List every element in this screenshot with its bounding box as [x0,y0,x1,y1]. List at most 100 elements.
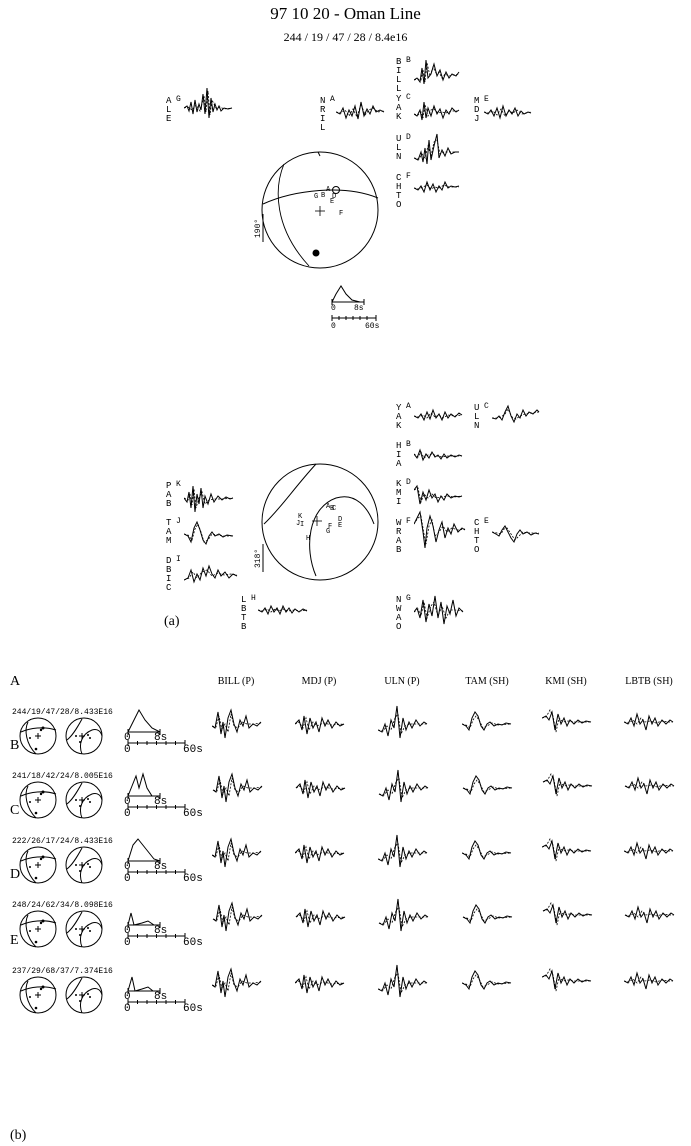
station-bill: BILL [396,57,402,94]
focal-letter-e: E [330,198,334,206]
waveform-bill [414,59,460,85]
stf-8s-d: 8s [154,925,168,937]
bfocal-k: K [298,513,303,521]
waveform-tam-row-d [462,904,513,925]
stf-row-b [127,772,186,810]
mechanism-params-c: 222/26/17/24/8.433E16 [12,837,113,846]
figure-subtitle: 244 / 19 / 47 / 28 / 8.4e16 [283,30,408,44]
waveform-yak [414,101,460,121]
top-stf-shape [331,285,365,305]
waveform-bill-row-d [212,901,263,932]
stf-zero-a-e: 0 [124,991,131,1003]
stf-60s-d: 60s [183,937,203,949]
bwave-tam [184,520,234,546]
waveform-uln-row-a [378,705,428,739]
bstation-lbtb: LBTB [241,595,247,632]
waveform-tam-row-e [462,970,512,991]
waveform-bill-row-b [212,772,263,803]
focal-letter-b: B [321,192,325,200]
bstation-kmi: KMI [396,479,402,507]
focal-letter-d: D [332,193,336,201]
bfocal-a: A [326,503,331,511]
bwave-chto [492,525,540,544]
bstation-hia-letter: B [406,440,411,449]
bfocal-d: D [338,516,342,524]
bstation-tam: TAM [166,518,172,546]
row-label-e: E [10,933,19,948]
bwave-pab [184,485,234,513]
stf-zero-a-a: 0 [124,732,131,744]
station-uln-letter: D [406,133,411,142]
waveform-bill-row-e [212,967,262,998]
waveform-uln [414,133,459,165]
bstation-chto-letter: E [484,517,489,526]
column-header-mdj: MDJ (P) [301,676,337,687]
bfocal-g: G [326,528,330,536]
bwave-wrab [414,510,466,549]
bwave-hia [414,448,463,462]
focal-spheres-row-c [19,846,103,884]
waveform-mdj-row-a [295,715,345,735]
stf-row-a [127,708,186,746]
bstation-yak-letter: A [406,402,411,411]
station-yak-letter: C [406,93,411,102]
waveform-kmi-row-d [542,902,593,926]
column-header-uln: ULN (P) [384,676,420,687]
waveform-lbtb-row-b [624,776,675,795]
stf-zero-a-c: 0 [124,861,131,873]
row-label-a: A [10,674,21,689]
station-nril: NRIL [320,96,326,133]
bstation-nwao-letter: G [406,594,411,603]
top-stf-0a: 0 [331,304,336,313]
bfocal-j: J [296,520,300,528]
column-header-tam: TAM (SH) [465,676,509,687]
focal-sphere-bottom: K J I H A B C D E F G [261,463,379,581]
bwave-lbtb [258,604,308,616]
waveform-tam-row-b [462,775,513,796]
row-label-b: B [10,738,20,753]
column-header-kmi: KMI (SH) [545,676,587,687]
station-ale: ALE [166,96,172,124]
bstation-lbtb-letter: H [251,594,256,603]
waveform-bill-row-c [212,837,262,868]
bwave-kmi [414,484,463,505]
focal-spheres-row-b [19,781,103,819]
station-mdj: MDJ [474,96,480,124]
waveform-tam-row-c [462,840,512,861]
stf-60s-b: 60s [183,808,203,820]
stf-row-d [127,912,186,939]
waveform-kmi-row-c [542,838,592,862]
stf-row-e [127,976,186,1005]
mechanism-params-b: 241/18/42/24/8.005E16 [12,772,113,781]
bstation-pab: PAB [166,481,172,509]
waveform-mdj-row-b [295,779,346,799]
focal-spheres-row-e [19,976,103,1014]
waveform-lbtb-row-d [624,905,675,924]
mechanism-params-d: 248/24/62/34/8.098E16 [12,901,113,910]
bfocal-h: H [306,535,310,543]
waveform-mdj [484,104,532,120]
waveform-kmi-row-a [542,709,592,733]
stf-8s-b: 8s [154,796,168,808]
waveform-mdj-row-d [295,908,346,928]
column-header-bill: BILL (P) [217,676,255,687]
bstation-wrab-letter: F [406,517,411,526]
station-yak: YAK [396,94,402,122]
station-mdj-letter: E [484,95,489,104]
mechanism-params-e: 237/29/68/37/7.374E16 [12,967,113,976]
stf-8s-e: 8s [154,991,168,1003]
waveform-lbtb-row-e [624,971,674,990]
top-stf-8s: 8s [354,304,364,313]
bstation-dbic-letter: I [176,555,181,564]
waveform-bill-row-a [212,708,262,739]
waveform-nril [336,101,385,120]
focal-spheres-row-d [19,910,103,948]
bfocal-b: B [330,505,334,513]
waveform-mdj-row-c [295,844,345,864]
station-uln: ULN [396,134,402,162]
row-label-c: C [10,803,20,818]
bstation-hia: HIA [396,441,402,469]
bstation-nwao: NWAO [396,595,402,632]
bstation-dbic: DBIC [166,556,172,593]
stf-zero-a-d: 0 [124,925,131,937]
